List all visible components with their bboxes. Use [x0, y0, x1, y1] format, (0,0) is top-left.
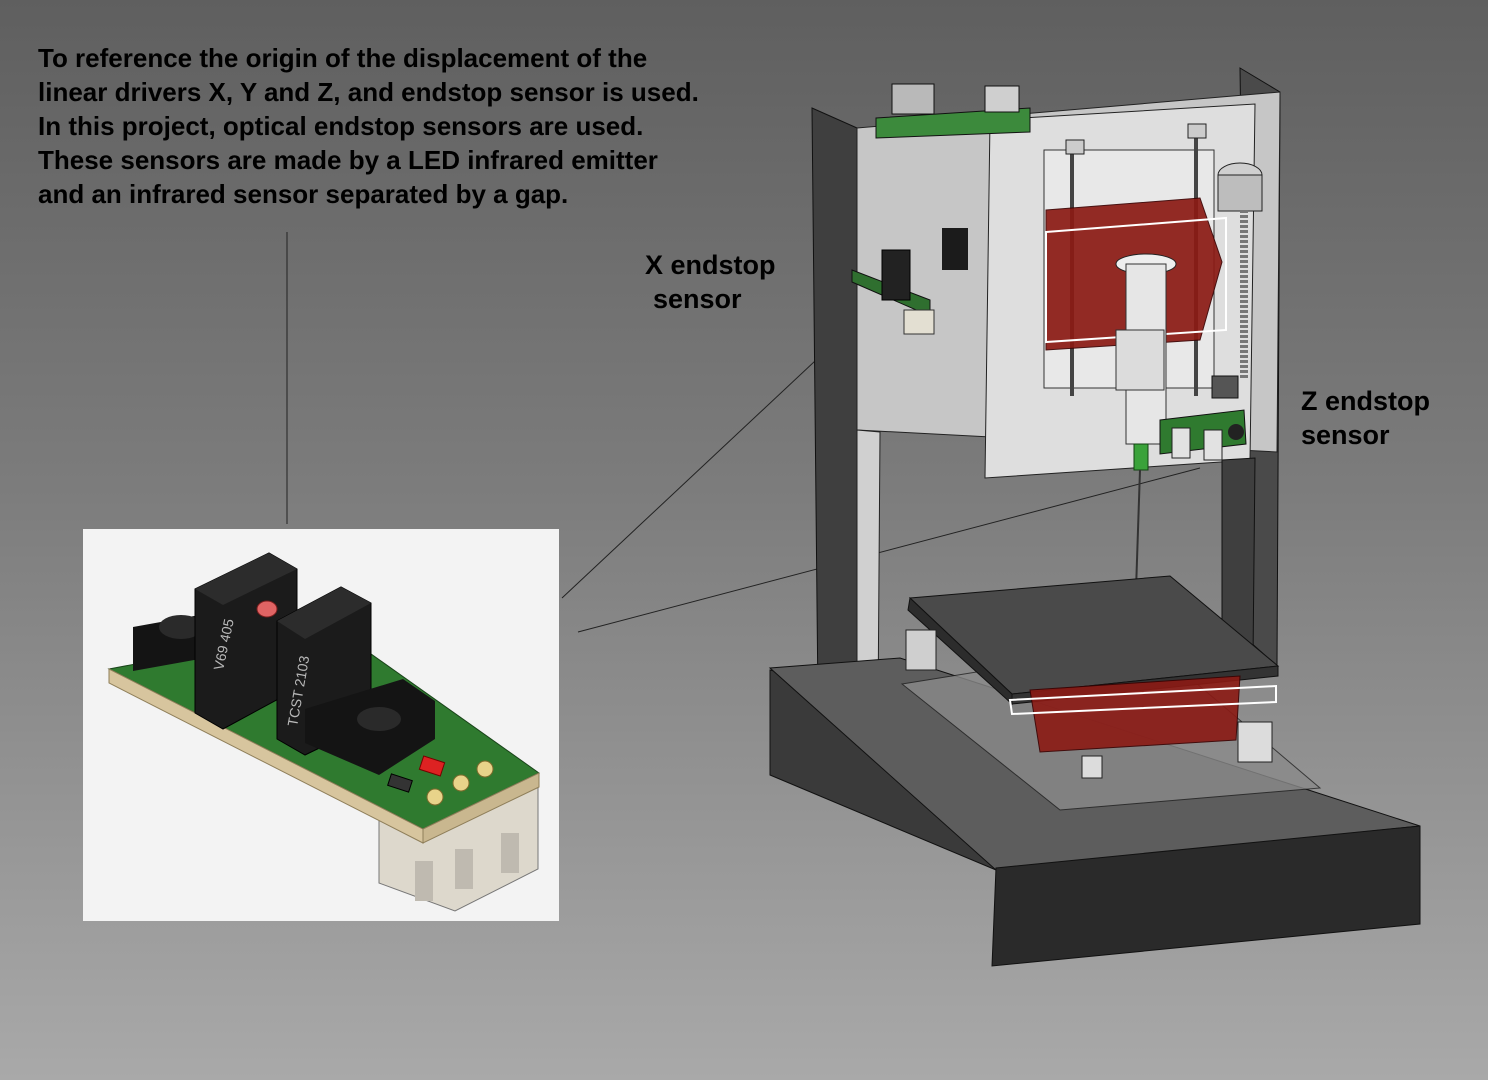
endstop-sensor-photo: V69 405 TCST 2103 [83, 529, 559, 921]
x-endstop-mount [851, 228, 968, 335]
description-line-2: linear drivers X, Y and Z, and endstop s… [38, 77, 699, 107]
z-endstop-label: Z endstop sensor [1301, 384, 1430, 452]
x-endstop-label-line1: X endstop [645, 250, 776, 280]
endstop-sensor-drawing: V69 405 TCST 2103 [107, 552, 540, 912]
z-sensor-leader-line [577, 467, 1201, 633]
description-text: To reference the origin of the displacem… [38, 41, 818, 211]
x-endstop-label-line2: sensor [653, 284, 742, 314]
description-line-1: To reference the origin of the displacem… [38, 43, 648, 73]
z-endstop-label-line2: sensor [1301, 420, 1390, 450]
description-line-4: These sensors are made by a LED infrared… [38, 145, 658, 175]
description-line-5: and an infrared sensor separated by a ga… [38, 179, 569, 209]
description-line-3: In this project, optical endstop sensors… [38, 111, 644, 141]
printer-base [768, 643, 1421, 967]
syringe-extruder [1115, 253, 1177, 591]
print-bed [905, 575, 1280, 779]
z-endstop-mount [1159, 409, 1247, 461]
z-endstop-label-line1: Z endstop [1301, 386, 1430, 416]
x-endstop-label: X endstop sensor [645, 248, 776, 316]
